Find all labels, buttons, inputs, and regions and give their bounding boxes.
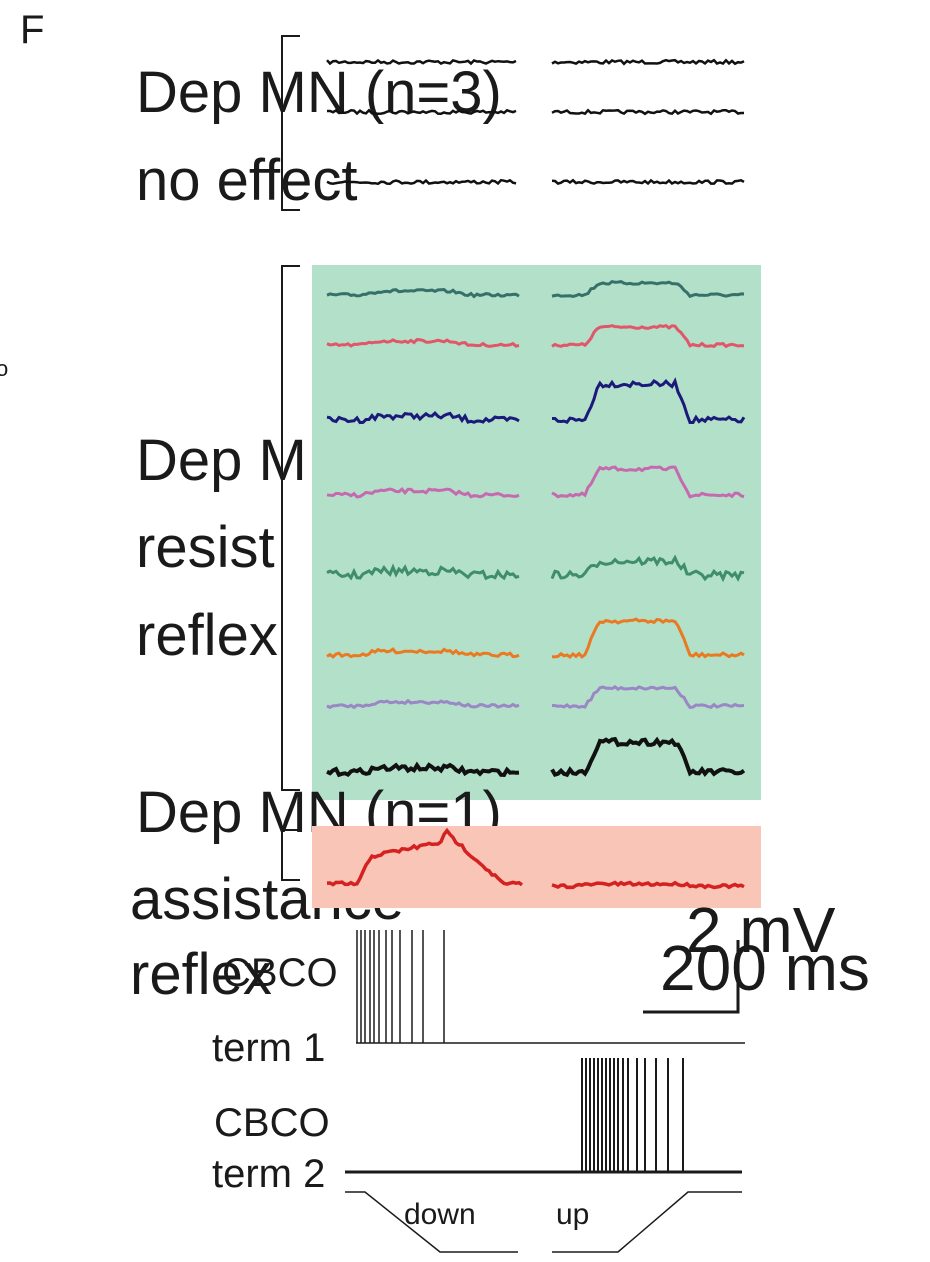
movement-up-ramp bbox=[552, 1191, 742, 1253]
resistance-line2: resist bbox=[136, 515, 275, 580]
resistance-trace-right bbox=[551, 684, 745, 709]
no-effect-title: Dep MN (n=3) bbox=[136, 60, 502, 125]
panel-letter: F bbox=[20, 8, 45, 52]
scale-voltage-label: 2 mV bbox=[686, 894, 836, 966]
movement-down-label: down bbox=[404, 1198, 476, 1231]
resistance-trace-left bbox=[326, 563, 520, 581]
movement-up-label: up bbox=[556, 1198, 590, 1231]
scale-bar bbox=[643, 940, 740, 1014]
no-effect-subtitle: no effect bbox=[136, 148, 358, 213]
assistance-trace-left bbox=[326, 827, 524, 887]
scale-time-label: 200 ms bbox=[660, 932, 870, 1004]
resistance-trace-right bbox=[552, 377, 746, 424]
resistance-trace-left bbox=[326, 761, 520, 778]
resistance-trace-left bbox=[326, 287, 520, 299]
movement-down-ramp bbox=[345, 1191, 518, 1253]
no-effect-trace-right bbox=[551, 58, 745, 66]
cbco-term2-term: term 2 bbox=[212, 1152, 326, 1196]
resistance-trace-left bbox=[326, 698, 520, 710]
resistance-title: Dep M bbox=[136, 428, 307, 493]
resistance-line3: reflex bbox=[136, 603, 278, 668]
no-effect-trace-right bbox=[551, 178, 745, 186]
assistance-line3: reflex bbox=[130, 942, 272, 1007]
resistance-trace-right bbox=[550, 554, 745, 583]
no-effect-trace-right bbox=[551, 108, 744, 116]
bracket-no-effect bbox=[281, 35, 300, 211]
resistance-trace-right bbox=[551, 323, 745, 349]
stray-char: o bbox=[0, 356, 9, 381]
cbco-term1-name: CBCO bbox=[222, 951, 338, 995]
resistance-trace-left bbox=[326, 486, 520, 499]
no-effect-trace-left bbox=[327, 108, 517, 116]
cbco-term2-name: CBCO bbox=[214, 1101, 330, 1145]
resistance-trace-right bbox=[551, 465, 745, 499]
cbco-term1-term: term 1 bbox=[212, 1026, 326, 1070]
assistance-trace-right bbox=[551, 880, 745, 890]
resistance-box bbox=[312, 265, 761, 800]
bracket-assistance bbox=[281, 829, 300, 881]
resistance-trace-left bbox=[326, 647, 520, 659]
no-effect-trace-left bbox=[326, 178, 517, 186]
resistance-trace-right bbox=[550, 736, 746, 778]
assistance-box bbox=[312, 826, 761, 908]
resistance-trace-left bbox=[326, 410, 520, 425]
resistance-trace-left bbox=[326, 338, 520, 348]
no-effect-trace-left bbox=[326, 58, 517, 66]
resistance-trace-right bbox=[551, 279, 745, 299]
bracket-resistance bbox=[281, 265, 300, 791]
resistance-trace-right bbox=[551, 617, 745, 659]
